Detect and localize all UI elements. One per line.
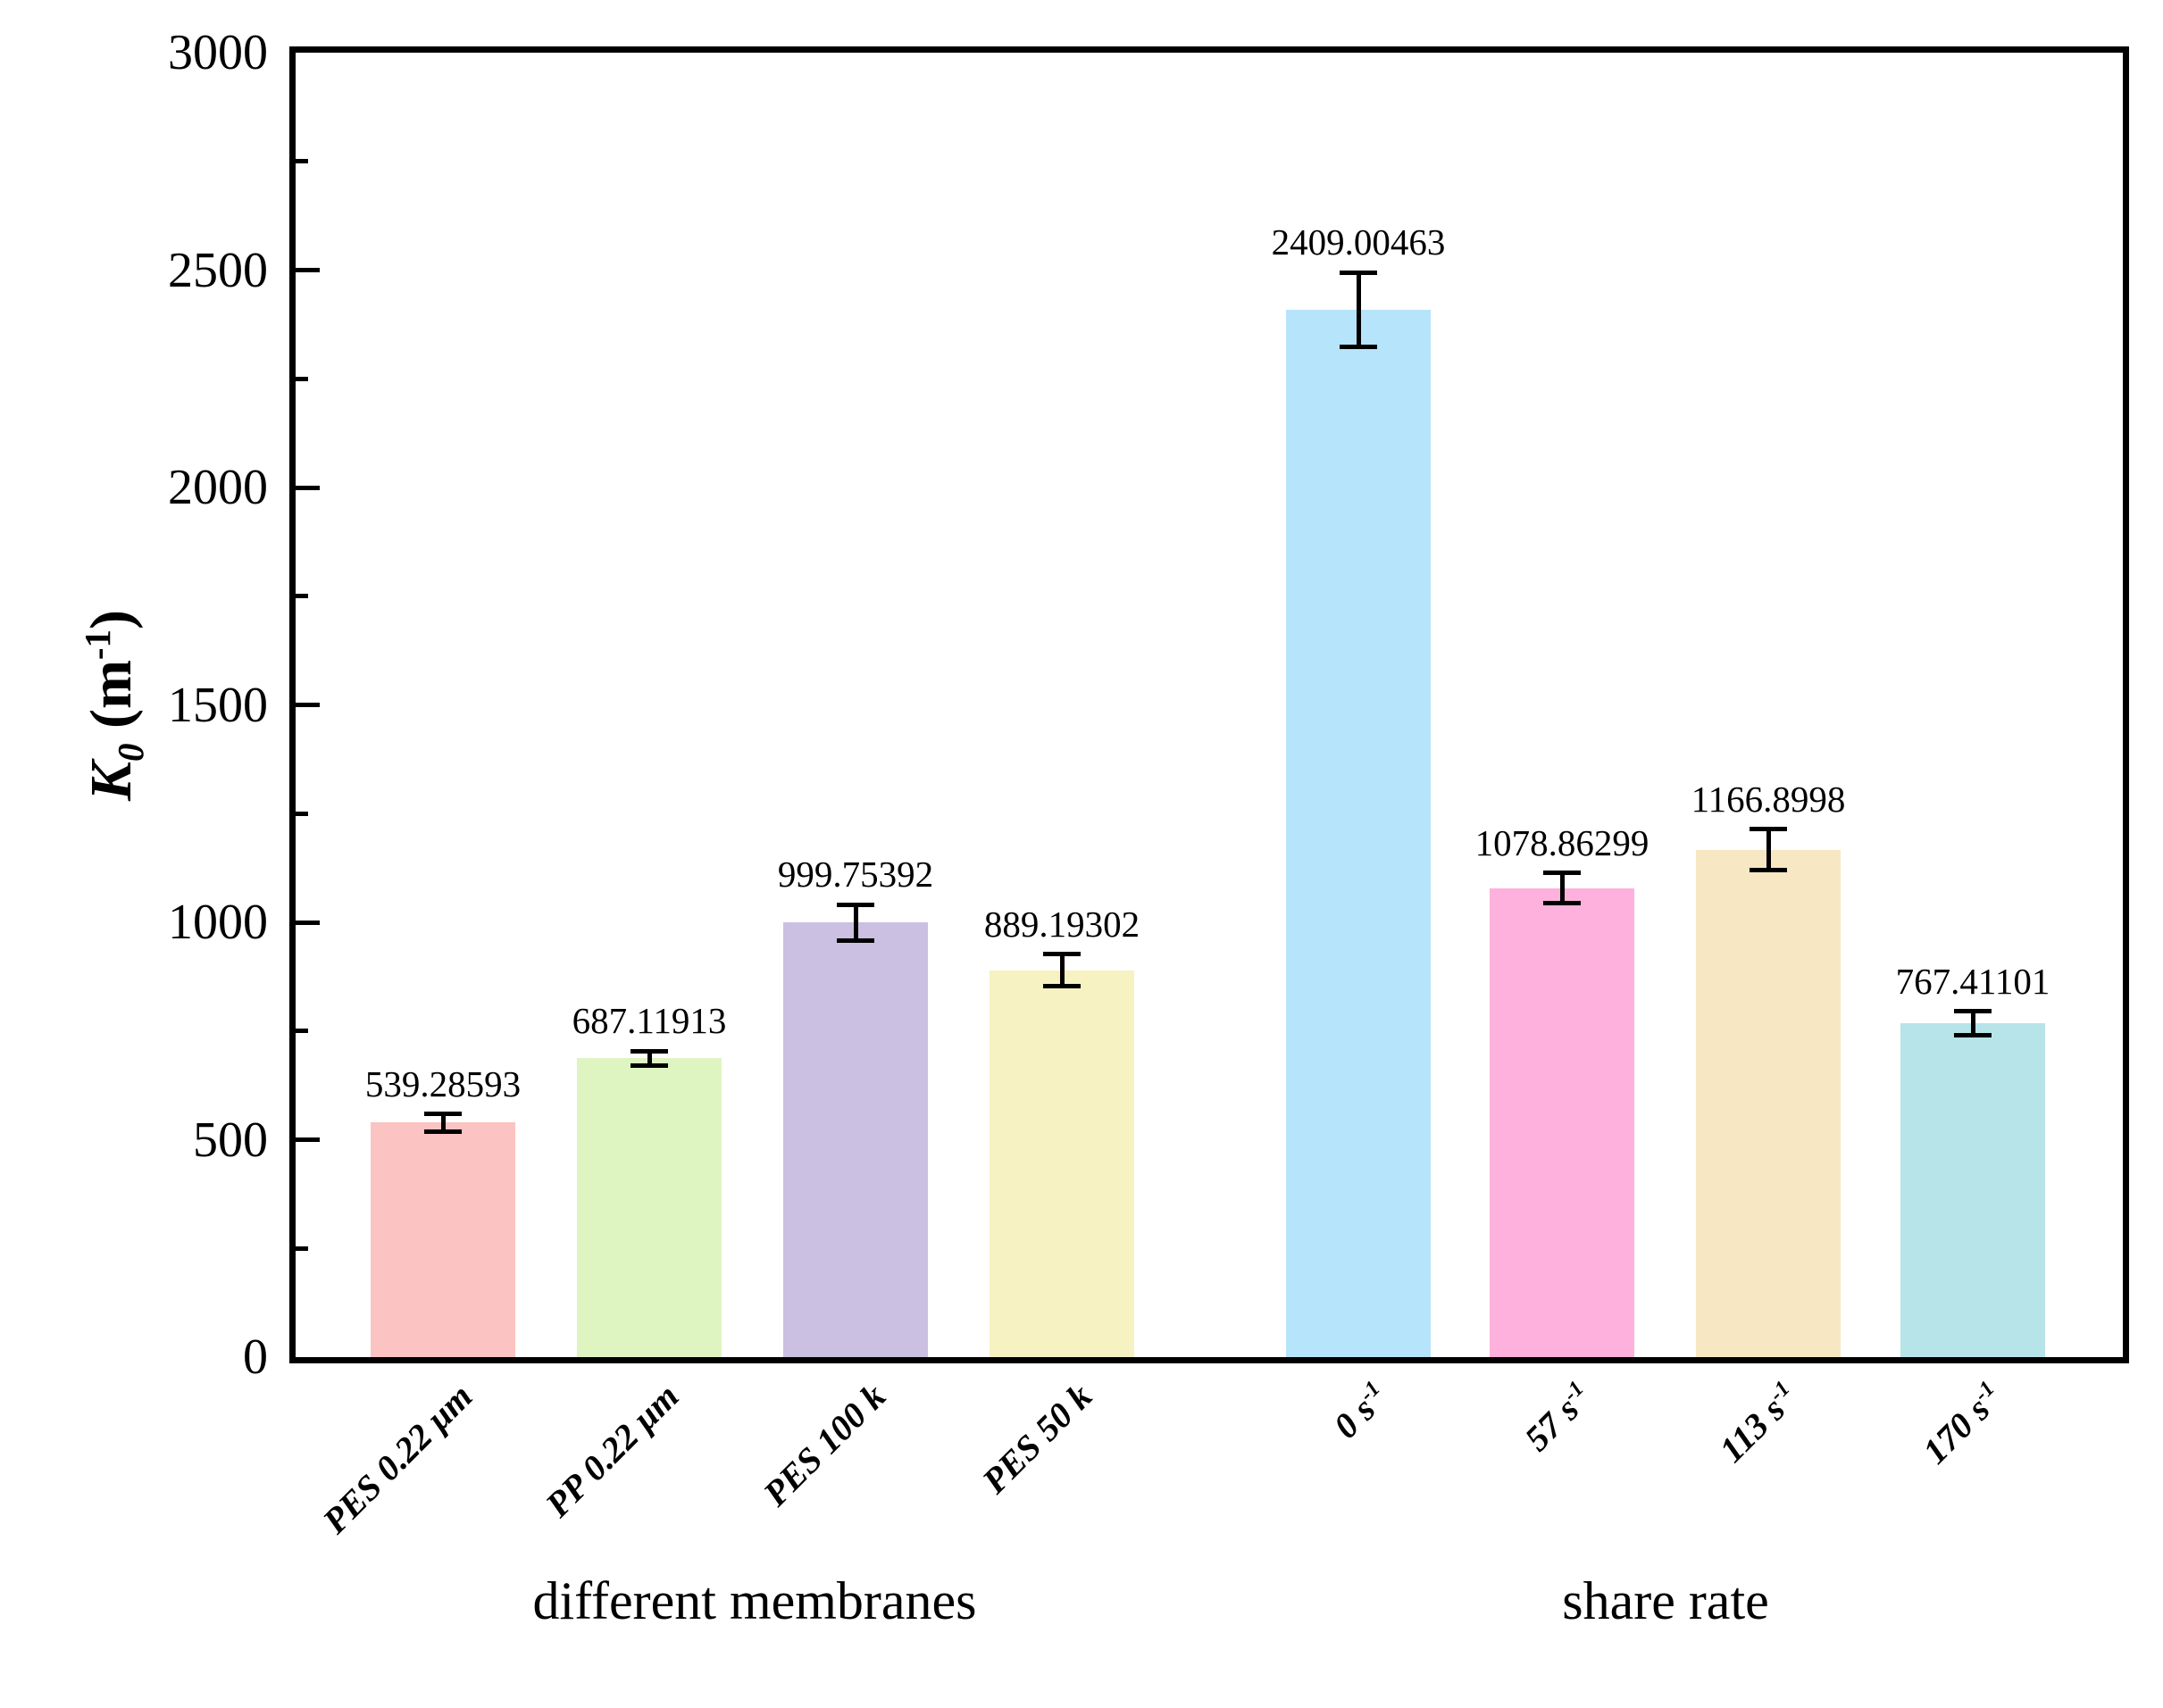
bar[interactable] <box>990 970 1134 1357</box>
bar-value-label: 2409.00463 <box>1271 221 1446 263</box>
y-major-tick <box>296 268 320 272</box>
x-category-text: PES 50 k <box>973 1376 1099 1502</box>
error-bar-cap-top <box>1750 827 1787 832</box>
y-minor-tick <box>296 159 308 164</box>
x-category-label: PES 50 k <box>974 1376 1100 1502</box>
bar[interactable] <box>371 1122 515 1357</box>
y-axis-subscript: 0 <box>111 743 152 762</box>
error-bar-cap-top <box>1954 1009 1992 1014</box>
y-minor-tick <box>296 376 308 381</box>
y-tick-label: 3000 <box>168 25 268 80</box>
bar-value-label: 687.11913 <box>572 1000 727 1042</box>
error-bar-cap-bottom <box>837 937 874 943</box>
y-tick-label: 2500 <box>168 242 268 298</box>
bar[interactable] <box>1286 309 1431 1357</box>
x-category-label: 57 s-1 <box>1516 1376 1600 1460</box>
x-category-label: PES 100 k <box>755 1376 893 1514</box>
bar-value-label: 767.41101 <box>1895 960 2050 1002</box>
error-bar-cap-top <box>1340 270 1377 275</box>
error-bar-cap-top <box>1543 871 1581 876</box>
error-bar-line <box>1356 272 1361 347</box>
y-axis-symbol: K <box>79 761 144 802</box>
y-major-tick <box>296 703 320 707</box>
bar[interactable] <box>783 922 928 1357</box>
bar[interactable] <box>1696 849 1841 1357</box>
error-bar-cap-bottom <box>1543 901 1581 906</box>
x-group-label: different membranes <box>532 1571 977 1630</box>
bar[interactable] <box>1900 1023 2045 1357</box>
y-minor-tick <box>296 811 308 816</box>
error-bar-cap-top <box>1043 952 1081 957</box>
error-bar-cap-bottom <box>424 1129 462 1134</box>
error-bar-cap-top <box>837 902 874 907</box>
y-major-tick <box>296 485 320 490</box>
x-category-label: 0 s-1 <box>1325 1376 1396 1446</box>
error-bar-line <box>1559 872 1565 904</box>
error-bar-line <box>440 1113 446 1132</box>
y-tick-label: 1500 <box>168 677 268 733</box>
x-category-text: PES 100 k <box>755 1376 893 1514</box>
bar[interactable] <box>1490 887 1634 1357</box>
bar-value-label: 889.19302 <box>983 903 1140 945</box>
bar[interactable] <box>577 1058 722 1357</box>
x-category-label: 170 s-1 <box>1915 1376 2011 1472</box>
y-minor-tick <box>296 1246 308 1251</box>
bar-value-label: 1078.86299 <box>1474 821 1649 863</box>
y-minor-tick <box>296 1029 308 1034</box>
x-category-text: PP 0.22 μm <box>538 1376 687 1525</box>
y-tick-label: 1000 <box>168 895 268 950</box>
x-category-text: PES 0.22 μm <box>314 1376 480 1542</box>
bar-value-label: 999.75392 <box>777 854 934 896</box>
error-bar-line <box>853 904 858 941</box>
y-major-tick <box>296 1137 320 1142</box>
y-tick-label: 0 <box>243 1329 268 1385</box>
error-bar-line <box>1970 1011 1975 1036</box>
y-tick-label: 2000 <box>168 460 268 515</box>
error-bar-cap-bottom <box>631 1063 668 1069</box>
error-bar-line <box>1766 829 1771 871</box>
y-axis-unit-close: ) <box>79 610 144 629</box>
error-bar-cap-bottom <box>1750 868 1787 873</box>
plot-area: 539.28593 687.11913 999.75392 889.19302 2409… <box>289 46 2129 1363</box>
error-bar-cap-bottom <box>1340 344 1377 349</box>
error-bar-cap-bottom <box>1954 1033 1992 1038</box>
error-bar-cap-bottom <box>1043 984 1081 989</box>
y-minor-tick <box>296 594 308 599</box>
error-bar-cap-top <box>631 1048 668 1054</box>
y-axis-unit-exponent: -1 <box>78 629 118 661</box>
y-tick-label: 500 <box>193 1112 268 1168</box>
x-category-label: 113 s-1 <box>1711 1376 1806 1471</box>
error-bar-cap-top <box>424 1112 462 1117</box>
bar-value-label: 539.28593 <box>364 1062 522 1104</box>
error-bar-line <box>1059 954 1065 987</box>
x-group-label: share rate <box>1562 1571 1769 1630</box>
bar-value-label: 1166.8998 <box>1691 778 1846 820</box>
y-major-tick <box>296 920 320 925</box>
error-bar-line <box>647 1051 652 1066</box>
x-category-label: PP 0.22 μm <box>538 1376 687 1525</box>
x-category-label: PES 0.22 μm <box>315 1376 481 1542</box>
